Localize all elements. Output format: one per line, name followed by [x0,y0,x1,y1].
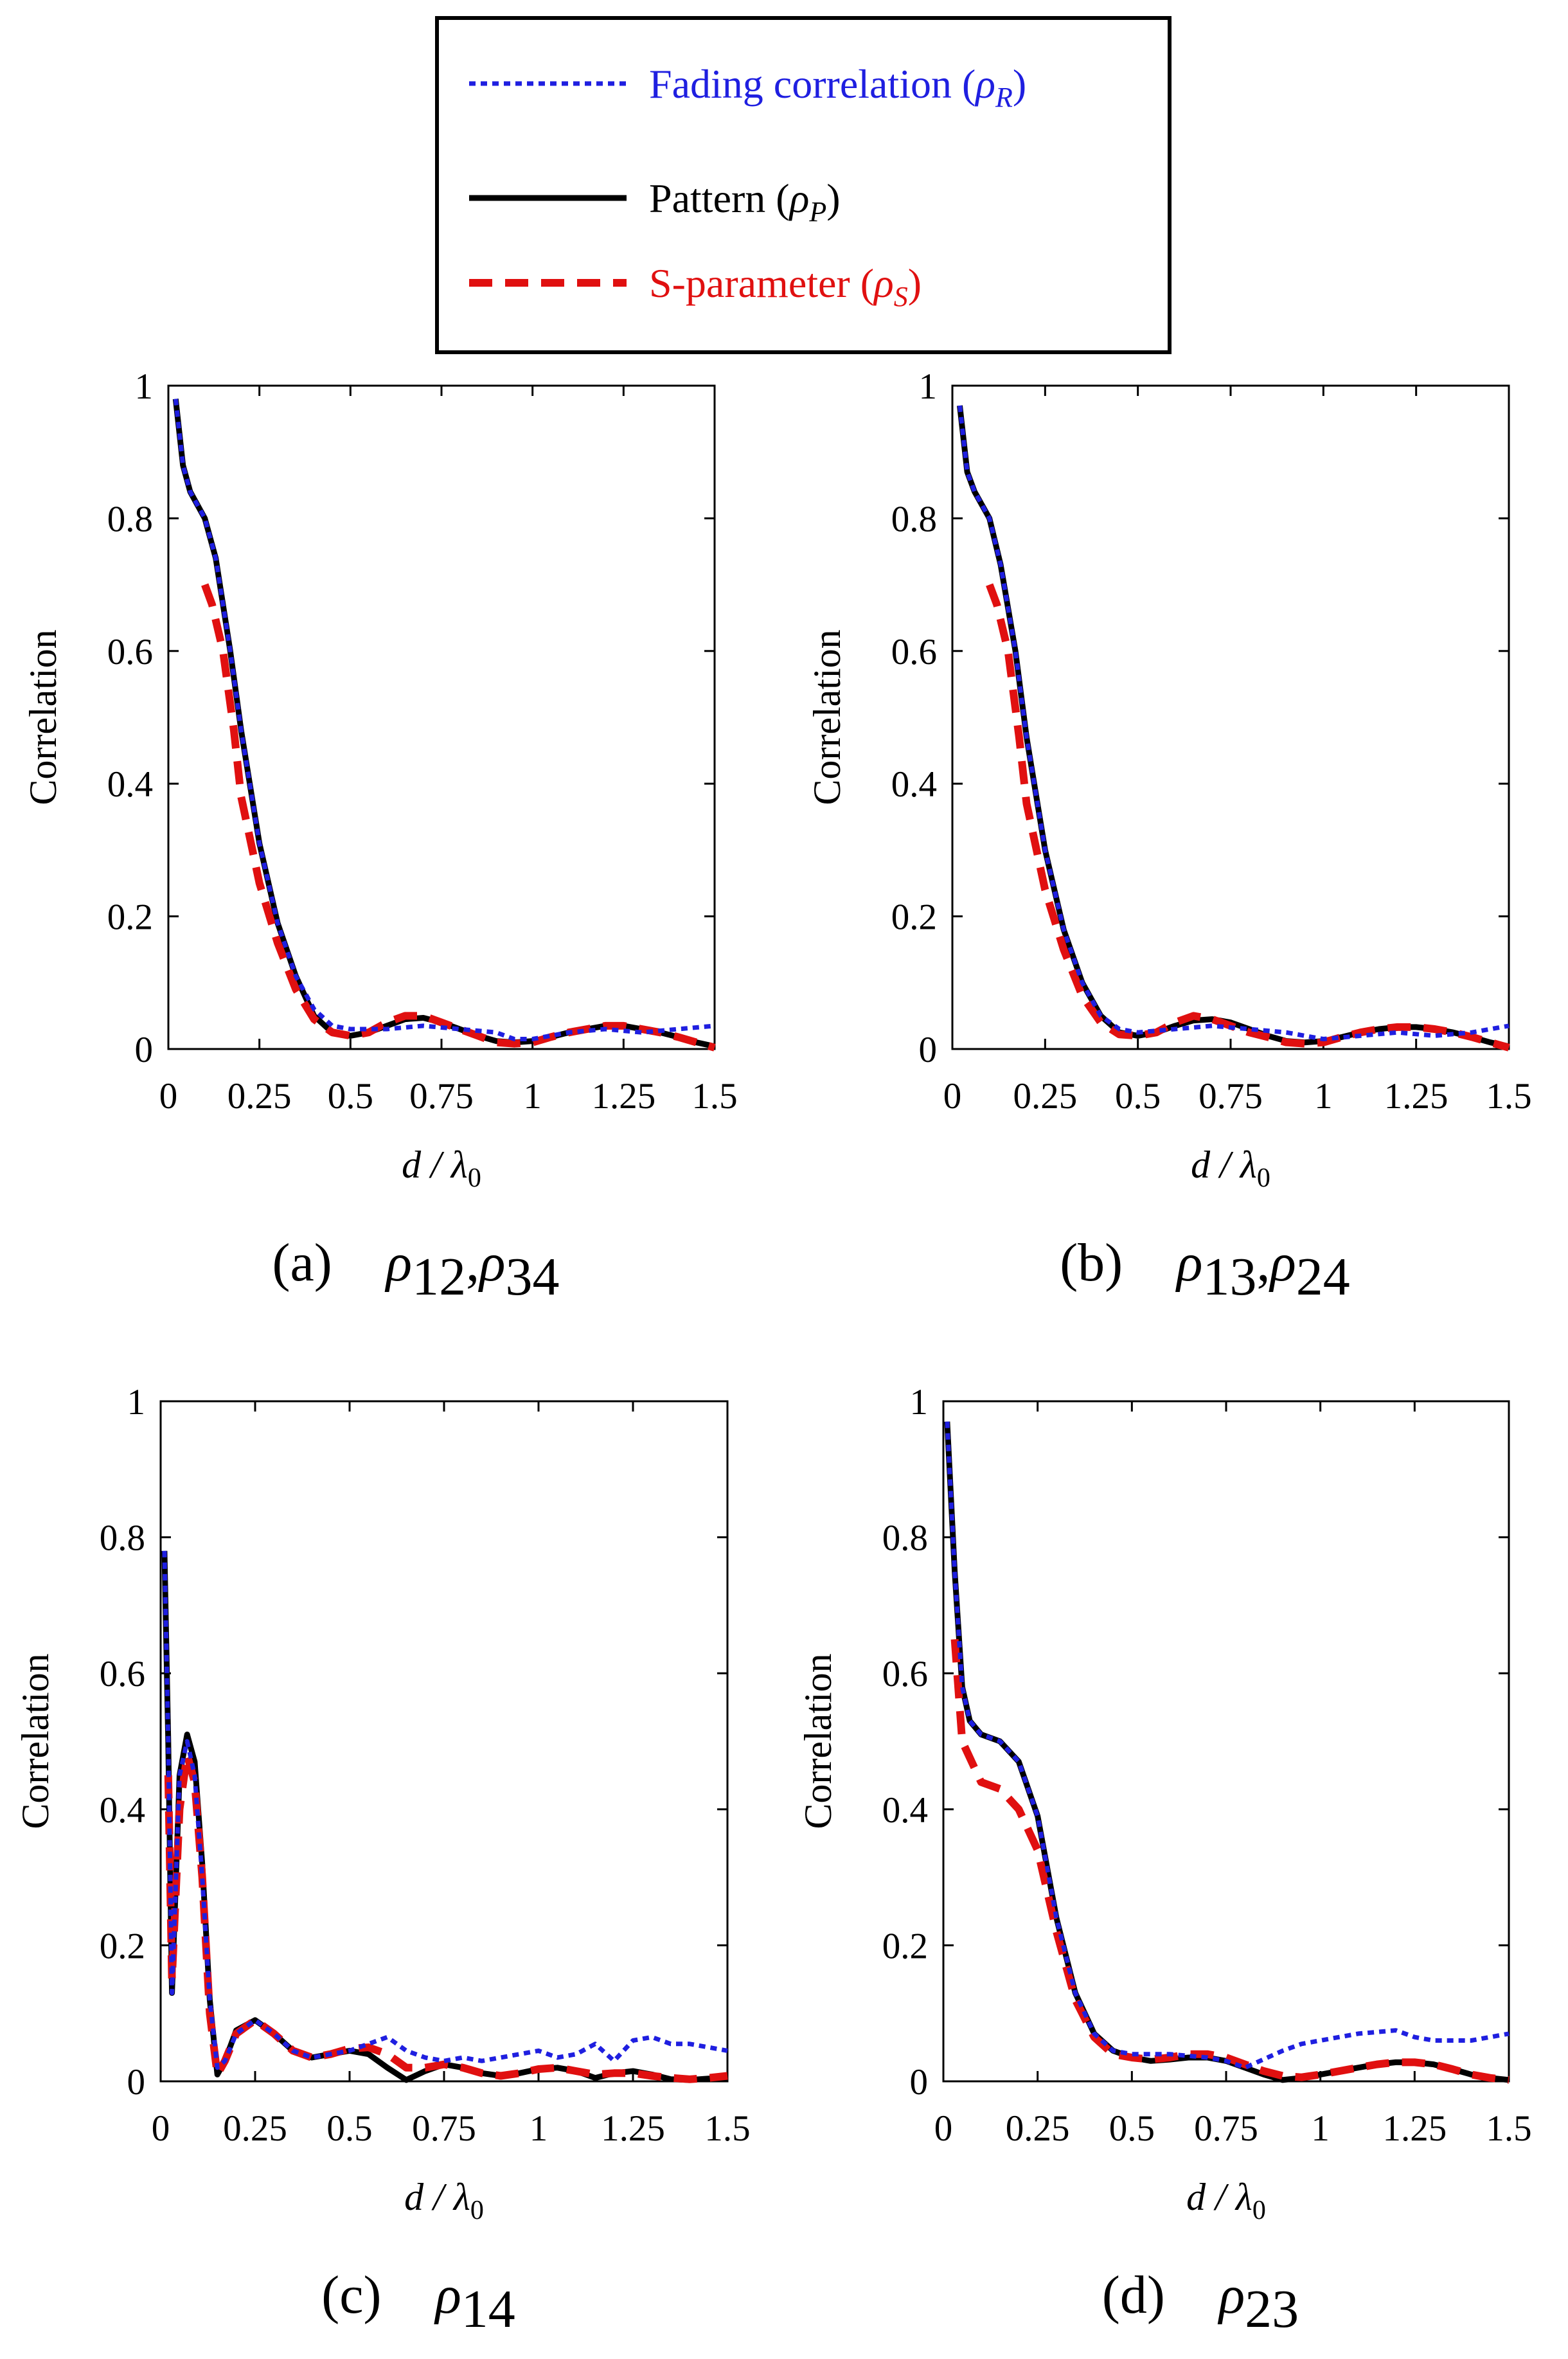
x-tick-label: 0 [934,2108,953,2149]
x-tick-label: 1 [523,1076,542,1117]
y-tick-label: 0 [135,1030,154,1070]
legend-label-s: S-parameter (ρS) [649,260,922,312]
y-tick-label: 0.6 [100,1654,145,1694]
y-axis-label: Correlation [806,629,848,805]
x-tick-label: 1.25 [591,1076,655,1117]
y-tick-label: 1 [919,366,938,407]
series-line-p [957,405,1510,1050]
y-axis-label: Correlation [22,629,64,805]
x-tick-label: 0.75 [1198,1076,1263,1117]
x-axis-label: d / λ0 [402,1144,481,1193]
y-tick-label: 0.8 [882,1518,928,1559]
y-tick-label: 0.2 [891,897,937,938]
chart-panel-d: 0 0.25 0.5 0.75 1 1.25 1.5 0 0.2 0.4 0.6 0.8 1 Correl… [797,1382,1532,2339]
x-tick-label: 1.5 [1486,2108,1531,2149]
panel-caption: (c) ρ14 [321,2265,515,2339]
y-tick-label: 0.4 [100,1790,145,1831]
series-line-r [958,405,1510,1041]
y-tick-label: 0.2 [107,897,153,938]
y-tick-label: 0.6 [882,1654,928,1694]
x-tick-label: 0.5 [326,2108,372,2149]
x-tick-label: 0 [943,1076,962,1117]
series-line-r [162,1550,728,2070]
y-tick-label: 1 [135,366,154,407]
x-tick-label: 1 [530,2108,548,2149]
x-axis-label: d / λ0 [404,2176,484,2225]
y-tick-label: 0 [127,2062,146,2103]
series-line-s [164,1751,728,2083]
x-tick-label: 0.25 [223,2108,287,2149]
legend-label-r: Fading correlation (ρR) [649,61,1026,113]
legend-label-p: Pattern (ρP) [649,175,841,228]
x-tick-label: 0.25 [1006,2108,1070,2149]
x-tick-label: 1.5 [704,2108,750,2149]
chart-panel-a: 0 0.25 0.5 0.75 1 1.25 1.5 0 0.2 0.4 0.6 0.8 1 Correl… [22,366,738,1307]
x-tick-label: 1.25 [601,2108,665,2149]
panel-caption: (a) ρ12,ρ34 [272,1233,560,1307]
x-tick-label: 1.5 [1486,1076,1531,1117]
series-line-r [945,1421,1510,2070]
y-tick-label: 0.6 [107,632,153,672]
y-tick-label: 0.8 [107,499,153,539]
y-tick-label: 0.8 [891,499,937,539]
y-tick-label: 1 [910,1382,929,1422]
series-line-s [950,1638,1510,2084]
series-line-p [944,1421,1510,2083]
series-line-p [161,1550,728,2083]
x-axis-label: d / λ0 [1191,1144,1270,1193]
y-tick-label: 0 [910,2062,929,2103]
panel-caption: (d) ρ23 [1102,2265,1299,2339]
plot-frame [951,384,1510,1050]
x-tick-label: 1.25 [1382,2108,1447,2149]
legend-frame [435,16,1172,354]
panel-caption: (b) ρ13,ρ24 [1060,1233,1350,1307]
x-tick-label: 0.25 [227,1076,292,1117]
x-tick-label: 1 [1314,1076,1333,1117]
x-tick-label: 1.5 [691,1076,737,1117]
x-tick-label: 0.5 [1109,2108,1155,2149]
series-line-p [172,399,715,1050]
series-line-s [201,583,716,1052]
x-tick-label: 0.75 [409,1076,474,1117]
x-tick-label: 0 [159,1076,178,1117]
y-tick-label: 0.8 [100,1518,145,1559]
x-tick-label: 0.5 [328,1076,373,1117]
chart-panel-b: 0 0.25 0.5 0.75 1 1.25 1.5 0 0.2 0.4 0.6 0.8 1 Correl… [806,366,1532,1307]
plot-frame [159,1400,729,2083]
legend-box: Fading correlation (ρR) Pattern (ρP) S-par… [435,16,1172,354]
plot-frame [942,1400,1510,2083]
series-line-r [173,399,715,1041]
x-tick-label: 1.25 [1384,1076,1448,1117]
y-tick-label: 0 [919,1030,938,1070]
y-tick-label: 0.2 [100,1926,145,1966]
x-tick-label: 0.5 [1115,1076,1161,1117]
y-tick-label: 0.2 [882,1926,928,1966]
y-tick-label: 0.4 [882,1790,928,1831]
x-tick-label: 0.25 [1013,1076,1077,1117]
y-tick-label: 0.4 [891,764,937,805]
y-tick-label: 1 [127,1382,146,1422]
plot-frame [167,384,716,1050]
x-tick-label: 1 [1311,2108,1330,2149]
y-axis-label: Correlation [797,1653,839,1829]
x-axis-label: d / λ0 [1186,2176,1266,2225]
x-tick-label: 0.75 [1194,2108,1258,2149]
x-tick-label: 0.75 [412,2108,476,2149]
chart-panel-c: 0 0.25 0.5 0.75 1 1.25 1.5 0 0.2 0.4 0.6 0.8 1 Correl… [14,1382,751,2339]
series-line-s [986,583,1510,1052]
x-tick-label: 0 [152,2108,170,2149]
chart-panels: 0 0.25 0.5 0.75 1 1.25 1.5 0 0.2 0.4 0.6 0.8 1 Correl… [14,366,1532,2339]
y-tick-label: 0.6 [891,632,937,672]
y-axis-label: Correlation [14,1653,57,1829]
y-tick-label: 0.4 [107,764,153,805]
